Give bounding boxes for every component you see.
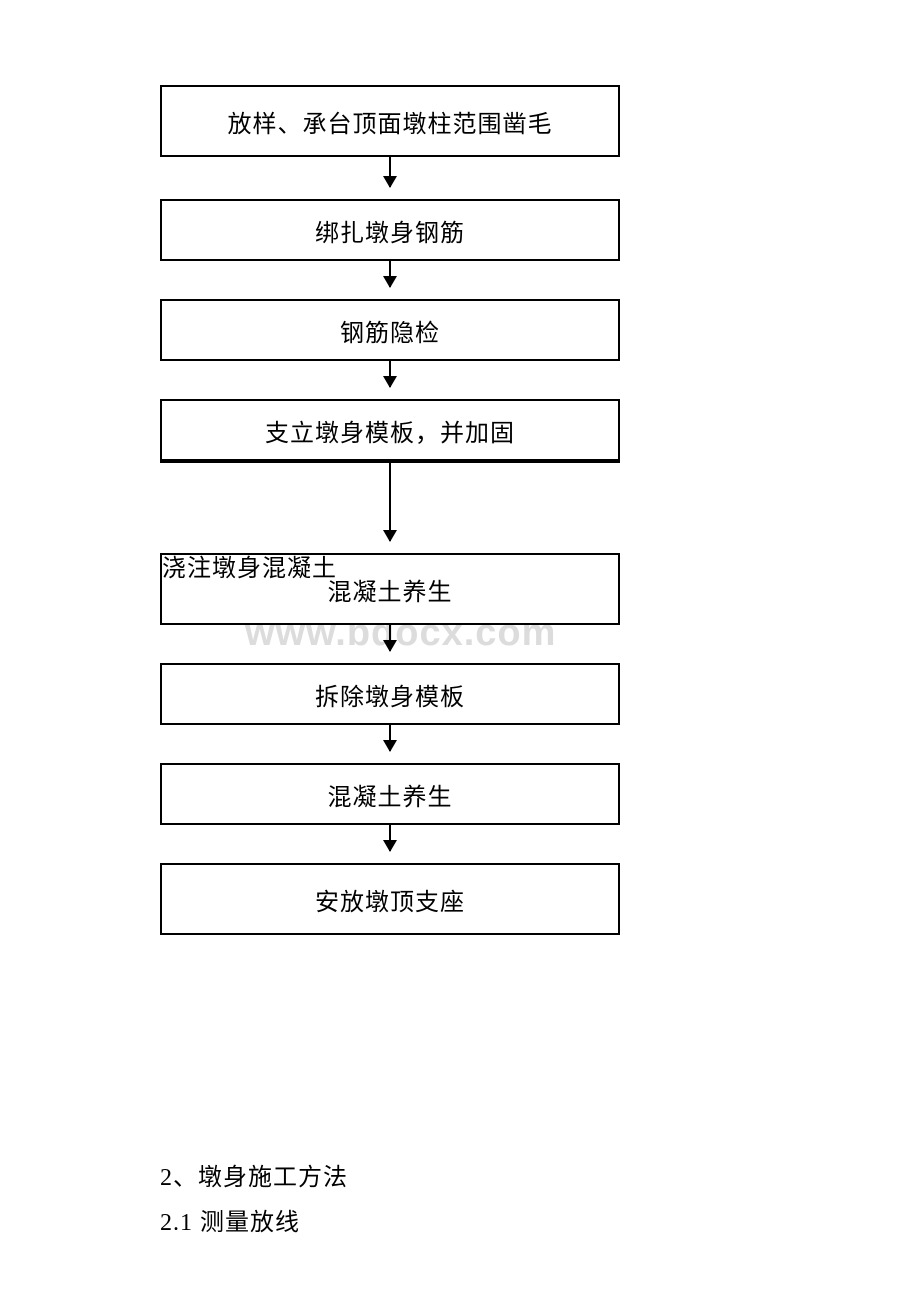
flow-node-6-label: 拆除墩身模板 xyxy=(315,677,465,712)
section-2-1-heading: 2.1 测量放线 xyxy=(160,1202,300,1237)
flow-arrow-1 xyxy=(389,157,391,187)
page-container: www.bdocx.com 放样、承台顶面墩柱范围凿毛 绑扎墩身钢筋 钢筋隐检 … xyxy=(0,0,920,1302)
flowchart-container: 放样、承台顶面墩柱范围凿毛 绑扎墩身钢筋 钢筋隐检 支立墩身模板，并加固 混凝土… xyxy=(160,85,620,935)
flow-node-2-label: 绑扎墩身钢筋 xyxy=(315,213,465,248)
flow-node-6: 拆除墩身模板 xyxy=(160,663,620,725)
flow-arrow-4 xyxy=(389,461,391,541)
pour-concrete-text: 浇注墩身混凝土 xyxy=(162,548,337,583)
flow-arrow-2 xyxy=(389,261,391,287)
flow-node-8-label: 安放墩顶支座 xyxy=(315,882,465,917)
section-2-heading: 2、墩身施工方法 xyxy=(160,1157,348,1192)
flow-node-7: 混凝土养生 xyxy=(160,763,620,825)
flow-arrow-5 xyxy=(389,625,391,651)
flow-node-1: 放样、承台顶面墩柱范围凿毛 xyxy=(160,85,620,157)
flow-node-3: 钢筋隐检 xyxy=(160,299,620,361)
flow-node-3-label: 钢筋隐检 xyxy=(340,313,440,348)
flow-arrow-6 xyxy=(389,725,391,751)
flow-node-4-label: 支立墩身模板，并加固 xyxy=(265,413,515,448)
flow-node-1-label: 放样、承台顶面墩柱范围凿毛 xyxy=(228,104,553,139)
flow-node-8: 安放墩顶支座 xyxy=(160,863,620,935)
flow-node-4: 支立墩身模板，并加固 xyxy=(160,399,620,461)
flow-node-7-label: 混凝土养生 xyxy=(328,777,453,812)
flow-node-2: 绑扎墩身钢筋 xyxy=(160,199,620,261)
flow-arrow-7 xyxy=(389,825,391,851)
flow-arrow-3 xyxy=(389,361,391,387)
flow-node-5-label: 混凝土养生 xyxy=(328,572,453,607)
